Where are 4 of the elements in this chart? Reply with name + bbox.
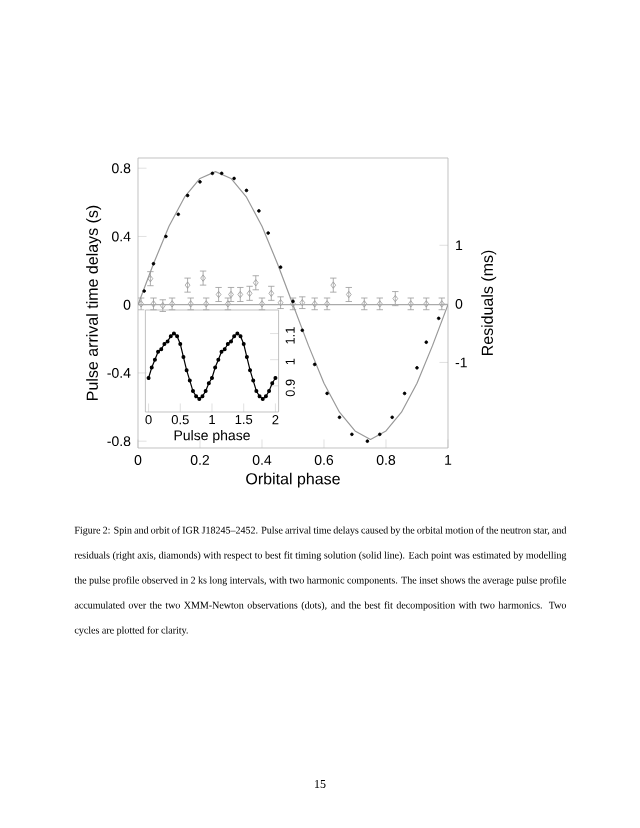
y2-axis-title: Residuals (ms) [481,250,497,356]
x-axis-title: Orbital phase [246,472,340,488]
y-axis-title: Pulse arrival time delays (s) [86,205,102,400]
point [200,274,206,282]
